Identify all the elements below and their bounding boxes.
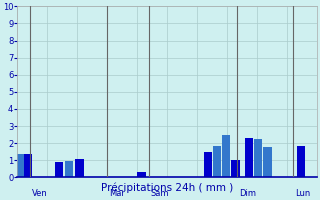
Bar xyxy=(213,146,221,177)
Bar xyxy=(24,154,32,177)
Bar xyxy=(245,138,253,177)
Text: Ven: Ven xyxy=(32,189,48,198)
Bar xyxy=(263,147,272,177)
Bar xyxy=(75,159,84,177)
Bar xyxy=(297,146,305,177)
Bar xyxy=(7,155,15,177)
Bar xyxy=(231,160,240,177)
Bar xyxy=(254,139,262,177)
Text: Dim: Dim xyxy=(239,189,256,198)
Text: Lun: Lun xyxy=(295,189,311,198)
Text: Mar: Mar xyxy=(109,189,125,198)
Bar xyxy=(65,161,73,177)
Bar xyxy=(55,162,63,177)
X-axis label: Précipitations 24h ( mm ): Précipitations 24h ( mm ) xyxy=(101,183,234,193)
Bar xyxy=(204,152,212,177)
Bar xyxy=(15,154,24,177)
Bar xyxy=(0,168,3,177)
Text: Sam: Sam xyxy=(151,189,169,198)
Bar xyxy=(222,135,230,177)
Bar xyxy=(137,172,146,177)
